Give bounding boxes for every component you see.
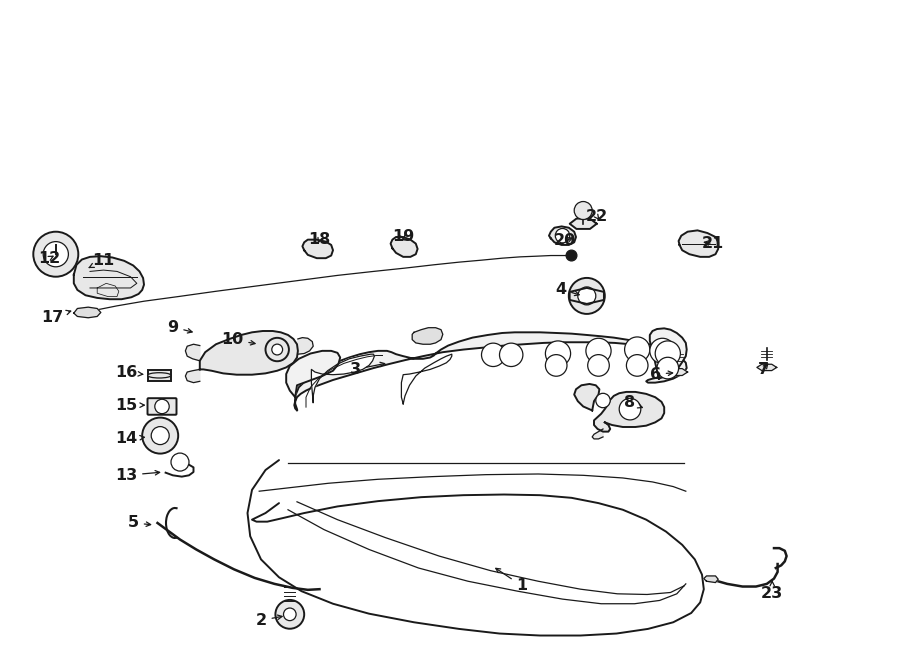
Circle shape xyxy=(588,355,609,376)
Polygon shape xyxy=(666,369,688,375)
Text: 8: 8 xyxy=(625,395,643,410)
Circle shape xyxy=(619,399,641,420)
Polygon shape xyxy=(294,332,687,410)
Text: 7: 7 xyxy=(758,362,769,377)
Polygon shape xyxy=(679,230,718,257)
Polygon shape xyxy=(185,344,200,361)
Circle shape xyxy=(482,343,505,367)
Text: 16: 16 xyxy=(115,365,143,380)
Text: 22: 22 xyxy=(586,209,608,224)
Polygon shape xyxy=(74,256,144,299)
Circle shape xyxy=(569,278,605,314)
Text: 17: 17 xyxy=(41,310,71,324)
Circle shape xyxy=(655,341,680,366)
Text: 14: 14 xyxy=(115,432,144,446)
Text: 21: 21 xyxy=(702,236,724,251)
Circle shape xyxy=(657,357,679,379)
Circle shape xyxy=(625,337,650,362)
Polygon shape xyxy=(286,351,340,397)
Text: 23: 23 xyxy=(761,580,783,600)
Text: 3: 3 xyxy=(350,362,384,377)
Text: 12: 12 xyxy=(39,251,60,265)
Circle shape xyxy=(555,228,570,243)
Circle shape xyxy=(275,600,304,629)
Polygon shape xyxy=(594,392,664,432)
Text: 19: 19 xyxy=(392,230,414,244)
Text: 6: 6 xyxy=(650,367,672,381)
Polygon shape xyxy=(704,576,718,583)
Polygon shape xyxy=(757,364,777,371)
Circle shape xyxy=(596,393,610,408)
Polygon shape xyxy=(592,429,603,439)
Text: 20: 20 xyxy=(554,234,576,248)
Text: 9: 9 xyxy=(167,320,193,334)
Circle shape xyxy=(43,242,68,267)
Text: 2: 2 xyxy=(256,613,282,628)
Polygon shape xyxy=(650,328,687,379)
Text: 4: 4 xyxy=(555,282,580,297)
Polygon shape xyxy=(311,354,374,402)
Polygon shape xyxy=(298,338,313,354)
Circle shape xyxy=(272,344,283,355)
Polygon shape xyxy=(185,369,200,383)
Text: 15: 15 xyxy=(115,398,144,412)
Circle shape xyxy=(171,453,189,471)
Circle shape xyxy=(266,338,289,361)
Polygon shape xyxy=(200,331,298,375)
Circle shape xyxy=(650,338,675,363)
Polygon shape xyxy=(549,226,576,245)
Polygon shape xyxy=(412,328,443,344)
Circle shape xyxy=(626,355,648,376)
Circle shape xyxy=(151,426,169,445)
Polygon shape xyxy=(570,218,597,229)
Circle shape xyxy=(574,201,592,220)
Circle shape xyxy=(545,341,571,366)
Circle shape xyxy=(155,399,169,414)
Text: 1: 1 xyxy=(496,569,527,593)
Text: 10: 10 xyxy=(221,332,255,347)
Text: 5: 5 xyxy=(128,516,150,530)
Polygon shape xyxy=(74,307,101,318)
Polygon shape xyxy=(401,354,452,404)
Circle shape xyxy=(500,343,523,367)
Polygon shape xyxy=(574,384,599,410)
Polygon shape xyxy=(391,237,418,257)
Text: 11: 11 xyxy=(89,253,114,267)
Circle shape xyxy=(578,287,596,305)
Polygon shape xyxy=(302,240,333,258)
Circle shape xyxy=(545,355,567,376)
Circle shape xyxy=(33,232,78,277)
Circle shape xyxy=(566,250,577,261)
Bar xyxy=(148,370,171,381)
Text: 18: 18 xyxy=(309,232,330,247)
Text: 13: 13 xyxy=(115,468,159,483)
Circle shape xyxy=(284,608,296,621)
Circle shape xyxy=(586,338,611,363)
FancyBboxPatch shape xyxy=(148,398,176,415)
Ellipse shape xyxy=(148,373,171,378)
Circle shape xyxy=(142,418,178,453)
